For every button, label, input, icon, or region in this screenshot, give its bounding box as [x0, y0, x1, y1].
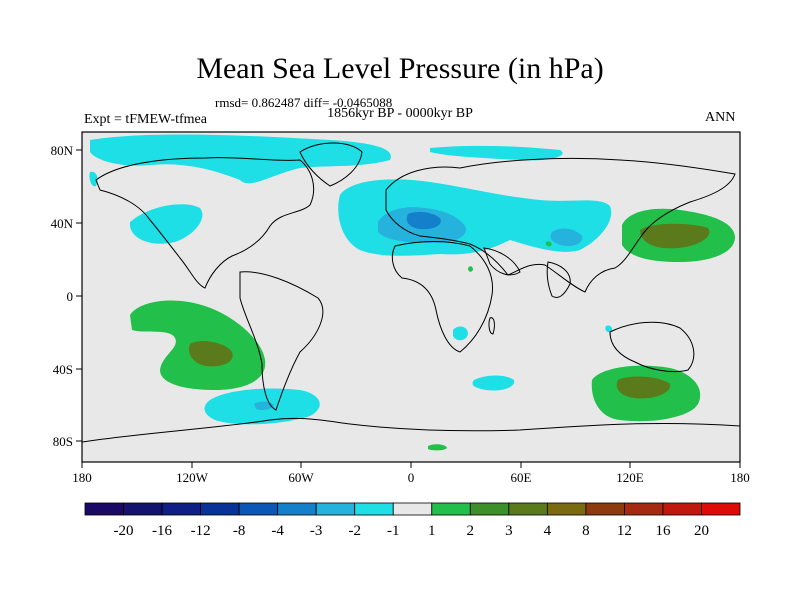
colorbar-label: 4 [544, 523, 552, 539]
coastlines [82, 142, 740, 443]
colorbar [84, 502, 741, 516]
colorbar-label: -16 [152, 523, 172, 539]
pressure-anomaly-fields [82, 134, 740, 451]
colorbar-label: -3 [310, 523, 323, 539]
x-tick-label: 120E [616, 470, 644, 485]
colorbar-swatch [701, 502, 741, 516]
colorbar-swatch [431, 502, 471, 516]
colorbar-swatch [585, 502, 625, 516]
colorbar-swatch [469, 502, 510, 516]
y-tick-label: 80N [51, 143, 74, 158]
colorbar-label: 16 [655, 523, 671, 539]
colorbar-label: -8 [233, 523, 246, 539]
anomaly-north-pacific-core [640, 223, 710, 249]
anomaly-europe-deep [406, 211, 441, 230]
colorbar-swatch [123, 502, 163, 516]
colorbar-swatch [277, 502, 317, 516]
colorbar-swatch [662, 502, 702, 516]
x-tick-label: 120W [176, 470, 209, 485]
colorbar-label: -20 [114, 523, 134, 539]
x-tick-label: 180 [730, 470, 750, 485]
y-tick-label: 0 [67, 289, 74, 304]
anomaly-east-pacific [129, 204, 203, 244]
anomaly-pacific-nw [89, 171, 98, 187]
colorbar-label: -2 [348, 523, 361, 539]
colorbar-label: -1 [387, 523, 400, 539]
colorbar-swatch [546, 502, 587, 516]
x-tick-label: 180 [72, 470, 92, 485]
colorbar-label: 12 [617, 523, 632, 539]
x-tick-label: 60E [511, 470, 532, 485]
y-tick-label: 80S [53, 434, 73, 449]
colorbar-label: 8 [582, 523, 590, 539]
anomaly-arctic-east [430, 145, 563, 161]
anomaly-west-pacific-small [605, 325, 613, 333]
colorbar-swatch [238, 502, 279, 516]
colorbar-label: -12 [191, 523, 211, 539]
period-text: 1856kyr BP - 0000kyr BP [327, 106, 473, 121]
colorbar-label: -4 [271, 523, 284, 539]
colorbar-swatch [200, 502, 240, 516]
anomaly-southern-ocean-core [616, 376, 671, 399]
season-label: ANN [705, 110, 736, 125]
anomaly-tibet-core [550, 228, 583, 246]
colorbar-swatch [508, 502, 548, 516]
colorbar-swatch [354, 502, 394, 516]
colorbar-label: 1 [428, 523, 436, 539]
map-title: Mean Sea Level Pressure (in hPa) [196, 52, 604, 85]
x-tick-label: 60W [288, 470, 314, 485]
y-tick-label: 40S [53, 362, 73, 377]
anomaly-south-pacific-core [188, 341, 233, 367]
experiment-label: Expt = tFMEW-tfmea [84, 112, 207, 127]
colorbar-label: 20 [694, 523, 709, 539]
colorbar-swatch [84, 502, 124, 516]
anomaly-south-indian [472, 375, 515, 391]
colorbar-swatch [392, 502, 433, 516]
anomaly-africa-small [468, 266, 473, 272]
colorbar-swatch [315, 502, 356, 516]
anomaly-africa-south [453, 326, 468, 341]
colorbar-labels: -20 -16 -12 -8 -4 -3 -2 -1 1 2 3 4 8 12 16 20 [114, 523, 709, 539]
colorbar-label: 2 [467, 523, 475, 539]
colorbar-swatch [161, 502, 201, 516]
stats-text: rmsd= 0.862487 diff= -0.0465088 [215, 95, 393, 110]
y-tick-label: 40N [51, 216, 74, 231]
x-tick-label: 0 [408, 470, 415, 485]
axis-tick-marks [76, 149, 741, 468]
anomaly-tibet-small [545, 241, 552, 247]
colorbar-swatch [624, 502, 664, 516]
colorbar-label: 3 [505, 523, 513, 539]
anomaly-arctic-band [90, 134, 391, 184]
anomaly-antarctic-small [428, 444, 447, 451]
